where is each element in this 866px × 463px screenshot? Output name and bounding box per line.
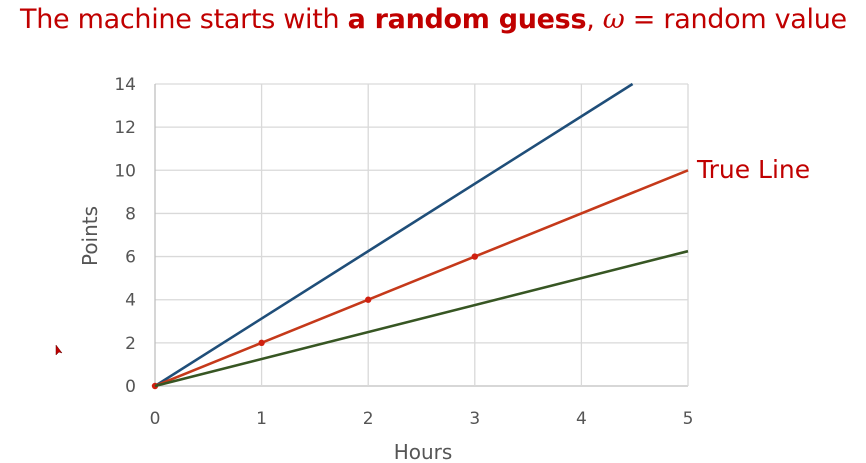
series-line-1 <box>154 169 689 388</box>
x-tick-label: 5 <box>683 409 694 429</box>
y-tick-label: 8 <box>125 204 136 224</box>
y-tick-label: 6 <box>125 248 136 268</box>
y-tick-label: 0 <box>125 377 136 397</box>
x-axis-label: Hours <box>394 440 453 463</box>
series-line-2 <box>154 249 689 388</box>
true-line-annotation: True Line <box>696 155 810 184</box>
title-text: The machine starts with <box>20 4 348 35</box>
y-tick-label: 4 <box>125 291 136 311</box>
x-tick-label: 4 <box>576 409 587 429</box>
y-tick-label: 12 <box>114 118 136 138</box>
x-tick-label: 1 <box>256 409 267 429</box>
y-tick-label: 2 <box>125 334 136 354</box>
series-lines <box>151 82 689 390</box>
x-tick-label: 0 <box>150 409 161 429</box>
cursor-icon <box>55 344 63 356</box>
series-line-0 <box>154 82 634 388</box>
title-text: , <box>586 4 603 35</box>
x-tick-label: 2 <box>363 409 374 429</box>
y-tick-label: 10 <box>114 161 136 181</box>
x-tick-label: 3 <box>469 409 480 429</box>
data-point <box>258 339 265 347</box>
omega-symbol: ω <box>602 4 625 35</box>
title-text: = random value <box>624 4 847 35</box>
title-bold-text: a random guess <box>347 4 587 35</box>
slide-title: The machine starts with a random guess, … <box>20 4 847 35</box>
gridlines <box>154 83 689 387</box>
data-point <box>471 253 478 260</box>
data-point <box>365 296 372 303</box>
y-tick-label: 14 <box>114 75 136 95</box>
y-axis-label: Points <box>78 206 102 266</box>
